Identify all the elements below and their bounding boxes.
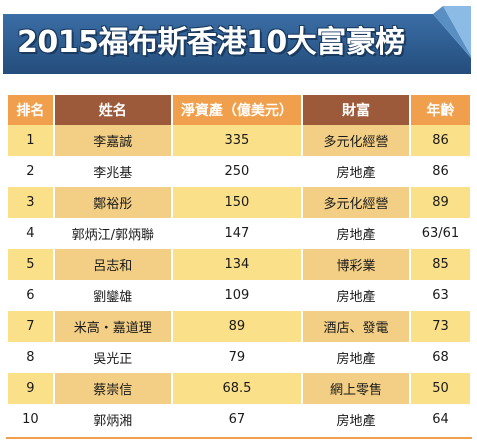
cell-name: 李嘉誠 [54, 125, 171, 156]
table-row: 8 吳光正 79 房地產 68 [8, 342, 470, 373]
cell-name: 郭炳江/郭炳聯 [54, 218, 171, 249]
cell-name: 劉鑾雄 [54, 280, 171, 311]
cell-age: 63 [410, 280, 470, 311]
cell-source: 房地產 [303, 280, 409, 311]
cell-rank: 6 [8, 280, 53, 311]
cell-age: 86 [410, 125, 470, 156]
table-row: 2 李兆基 250 房地產 86 [8, 156, 470, 187]
cell-source: 房地產 [303, 342, 409, 373]
cell-name: 米高・嘉道理 [54, 311, 171, 342]
table-bottom-rule [6, 437, 472, 439]
table-row: 4 郭炳江/郭炳聯 147 房地產 63/61 [8, 218, 470, 249]
table-row: 1 李嘉誠 335 多元化經營 86 [8, 125, 470, 156]
cell-source: 博彩業 [303, 249, 409, 280]
cell-net-worth: 147 [172, 218, 302, 249]
cell-source: 多元化經營 [303, 125, 409, 156]
cell-source: 房地產 [303, 218, 409, 249]
cell-net-worth: 79 [172, 342, 302, 373]
cell-rank: 5 [8, 249, 53, 280]
cell-source: 房地產 [303, 156, 409, 187]
cell-age: 89 [410, 187, 470, 218]
header-age: 年齡 [410, 95, 470, 125]
banner-background [3, 6, 471, 74]
cell-source: 酒店、發電 [303, 311, 409, 342]
cell-name: 鄭裕彤 [54, 187, 171, 218]
cell-source: 房地產 [303, 404, 409, 435]
cell-age: 50 [410, 373, 470, 404]
cell-rank: 7 [8, 311, 53, 342]
header-name: 姓名 [54, 95, 171, 125]
cell-age: 68 [410, 342, 470, 373]
header-source: 財富 [303, 95, 409, 125]
cell-name: 郭炳湘 [54, 404, 171, 435]
cell-age: 73 [410, 311, 470, 342]
rich-list-table: 排名 姓名 淨資產（億美元） 財富 年齡 1 李嘉誠 335 多元化經營 8 6 … [6, 95, 472, 435]
cell-net-worth: 68.5 [172, 373, 302, 404]
cell-age: 86 [410, 156, 470, 187]
table-row: 6 劉鑾雄 109 房地產 63 [8, 280, 470, 311]
cell-rank: 4 [8, 218, 53, 249]
cell-source: 網上零售 [303, 373, 409, 404]
table-row: 9 蔡崇信 68.5 網上零售 50 [8, 373, 470, 404]
cell-rank: 10 [8, 404, 53, 435]
cell-rank: 8 [8, 342, 53, 373]
cell-source: 多元化經營 [303, 187, 409, 218]
cell-net-worth: 250 [172, 156, 302, 187]
cell-net-worth: 89 [172, 311, 302, 342]
table-header-row: 排名 姓名 淨資產（億美元） 財富 年齡 [8, 95, 470, 125]
table-row: 10 郭炳湘 67 房地產 64 [8, 404, 470, 435]
cell-net-worth: 109 [172, 280, 302, 311]
cell-name: 李兆基 [54, 156, 171, 187]
cell-net-worth: 67 [172, 404, 302, 435]
table-row: 5 呂志和 134 博彩業 85 [8, 249, 470, 280]
cell-rank: 3 [8, 187, 53, 218]
cell-rank: 2 [8, 156, 53, 187]
header-net-worth: 淨資產（億美元） [172, 95, 302, 125]
cell-net-worth: 150 [172, 187, 302, 218]
page-title: 2015福布斯香港10大富豪榜 [17, 25, 405, 60]
cell-rank: 1 [8, 125, 53, 156]
cell-name: 蔡崇信 [54, 373, 171, 404]
title-banner: 2015福布斯香港10大富豪榜 [3, 6, 473, 76]
table-row: 7 米高・嘉道理 89 酒店、發電 73 [8, 311, 470, 342]
cell-net-worth: 335 [172, 125, 302, 156]
cell-rank: 9 [8, 373, 53, 404]
table-row: 3 鄭裕彤 150 多元化經營 89 [8, 187, 470, 218]
cell-age: 63/61 [410, 218, 470, 249]
cell-name: 吳光正 [54, 342, 171, 373]
cell-age: 64 [410, 404, 470, 435]
cell-name: 呂志和 [54, 249, 171, 280]
cell-net-worth: 134 [172, 249, 302, 280]
cell-age: 85 [410, 249, 470, 280]
header-rank: 排名 [8, 95, 53, 125]
